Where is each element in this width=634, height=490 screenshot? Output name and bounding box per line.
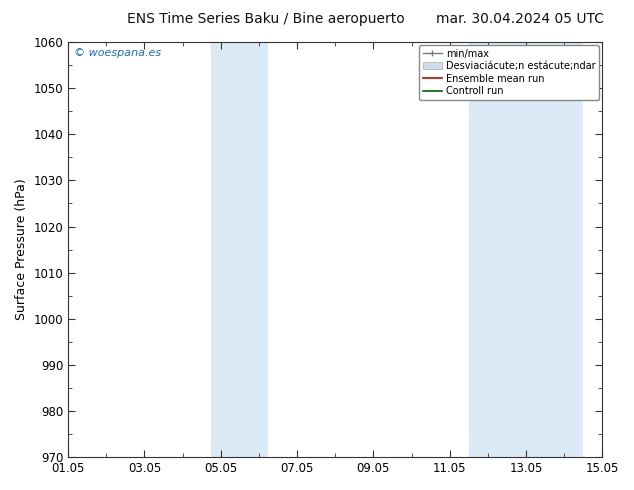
Text: ENS Time Series Baku / Bine aeropuerto: ENS Time Series Baku / Bine aeropuerto bbox=[127, 12, 405, 26]
Text: mar. 30.04.2024 05 UTC: mar. 30.04.2024 05 UTC bbox=[436, 12, 604, 26]
Bar bbox=[469, 42, 583, 457]
Y-axis label: Surface Pressure (hPa): Surface Pressure (hPa) bbox=[15, 179, 28, 320]
Legend: min/max, Desviaciácute;n estácute;ndar, Ensemble mean run, Controll run: min/max, Desviaciácute;n estácute;ndar, … bbox=[418, 45, 599, 100]
Bar bbox=[211, 42, 268, 457]
Text: © woespana.es: © woespana.es bbox=[74, 49, 160, 58]
